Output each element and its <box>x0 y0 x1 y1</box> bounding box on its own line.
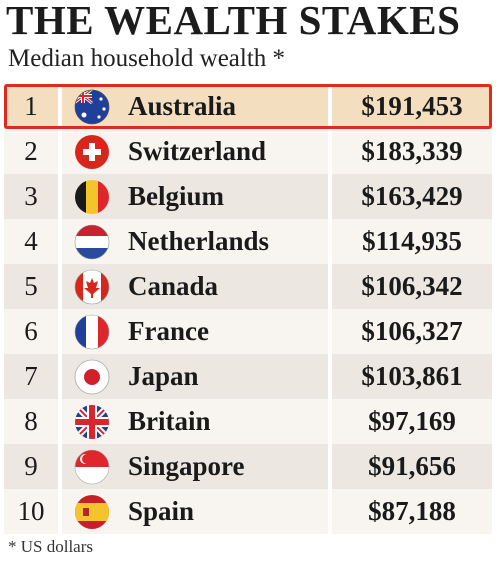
table-row: 5 Canada $106,342 <box>4 264 492 309</box>
country-cell: Japan <box>62 354 332 399</box>
footnote: * US dollars <box>8 537 93 556</box>
value-label: $191,453 <box>361 91 463 121</box>
value-label: $163,429 <box>361 181 463 211</box>
rank-label: 8 <box>24 406 38 436</box>
value-label: $97,169 <box>368 406 456 436</box>
rank-label: 1 <box>24 91 38 121</box>
value-cell: $87,188 <box>332 489 492 534</box>
country-label: Australia <box>128 91 236 121</box>
country-cell: Spain <box>62 489 332 534</box>
japan-flag-icon <box>74 359 110 395</box>
rank-cell: 5 <box>4 264 62 309</box>
rank-cell: 10 <box>4 489 62 534</box>
rank-label: 4 <box>24 226 38 256</box>
chart-subtitle: Median household wealth * <box>8 45 286 72</box>
britain-flag-icon <box>74 404 110 440</box>
value-cell: $183,339 <box>332 129 492 174</box>
country-label: Britain <box>128 406 211 436</box>
singapore-flag-icon <box>74 449 110 485</box>
value-label: $91,656 <box>368 451 456 481</box>
rank-label: 7 <box>24 361 38 391</box>
rank-label: 3 <box>24 181 38 211</box>
country-label: Netherlands <box>128 226 269 256</box>
table-row: 3 Belgium $163,429 <box>4 174 492 219</box>
rank-cell: 4 <box>4 219 62 264</box>
value-cell: $91,656 <box>332 444 492 489</box>
rank-cell: 6 <box>4 309 62 354</box>
australia-flag-icon <box>74 89 110 125</box>
canada-flag-icon <box>74 269 110 305</box>
rank-label: 9 <box>24 451 38 481</box>
rank-label: 6 <box>24 316 38 346</box>
table-row: 1 Australia $191,453 <box>4 84 492 129</box>
table-row: 6 France $106,327 <box>4 309 492 354</box>
chart-title: THE WEALTH STAKES <box>6 0 461 43</box>
rank-label: 5 <box>24 271 38 301</box>
value-label: $114,935 <box>362 226 462 256</box>
france-flag-icon <box>74 314 110 350</box>
country-cell: Canada <box>62 264 332 309</box>
country-label: Switzerland <box>128 136 266 166</box>
country-label: Japan <box>128 361 199 391</box>
value-cell: $103,861 <box>332 354 492 399</box>
table-row: 9 Singapore $91,656 <box>4 444 492 489</box>
country-cell: Belgium <box>62 174 332 219</box>
belgium-flag-icon <box>74 179 110 215</box>
country-label: France <box>128 316 209 346</box>
table-row: 8 Britain $97,169 <box>4 399 492 444</box>
rank-cell: 9 <box>4 444 62 489</box>
spain-flag-icon <box>74 494 110 530</box>
country-cell: Singapore <box>62 444 332 489</box>
country-cell: Switzerland <box>62 129 332 174</box>
rank-cell: 1 <box>4 84 62 129</box>
value-cell: $191,453 <box>332 84 492 129</box>
country-cell: Britain <box>62 399 332 444</box>
country-label: Spain <box>128 496 195 526</box>
value-label: $183,339 <box>361 136 463 166</box>
country-cell: Australia <box>62 84 332 129</box>
rank-cell: 2 <box>4 129 62 174</box>
value-label: $103,861 <box>361 361 463 391</box>
rank-label: 2 <box>24 136 38 166</box>
rank-label: 10 <box>17 496 45 526</box>
switzerland-flag-icon <box>74 134 110 170</box>
value-cell: $106,342 <box>332 264 492 309</box>
value-cell: $97,169 <box>332 399 492 444</box>
value-cell: $106,327 <box>332 309 492 354</box>
rank-cell: 7 <box>4 354 62 399</box>
value-cell: $163,429 <box>332 174 492 219</box>
table-row: 4 Netherlands $114,935 <box>4 219 492 264</box>
country-cell: Netherlands <box>62 219 332 264</box>
country-cell: France <box>62 309 332 354</box>
value-label: $87,188 <box>368 496 456 526</box>
table-row: 7 Japan $103,861 <box>4 354 492 399</box>
wealth-table: 1 Australia $191,453 2 Switzerland $183,… <box>4 84 492 534</box>
table-row: 2 Switzerland $183,339 <box>4 129 492 174</box>
netherlands-flag-icon <box>74 224 110 260</box>
value-label: $106,327 <box>361 316 463 346</box>
value-cell: $114,935 <box>332 219 492 264</box>
rank-cell: 8 <box>4 399 62 444</box>
value-label: $106,342 <box>361 271 463 301</box>
country-label: Belgium <box>128 181 225 211</box>
rank-cell: 3 <box>4 174 62 219</box>
country-label: Canada <box>128 271 219 301</box>
country-label: Singapore <box>128 451 245 481</box>
table-row: 10 Spain $87,188 <box>4 489 492 534</box>
